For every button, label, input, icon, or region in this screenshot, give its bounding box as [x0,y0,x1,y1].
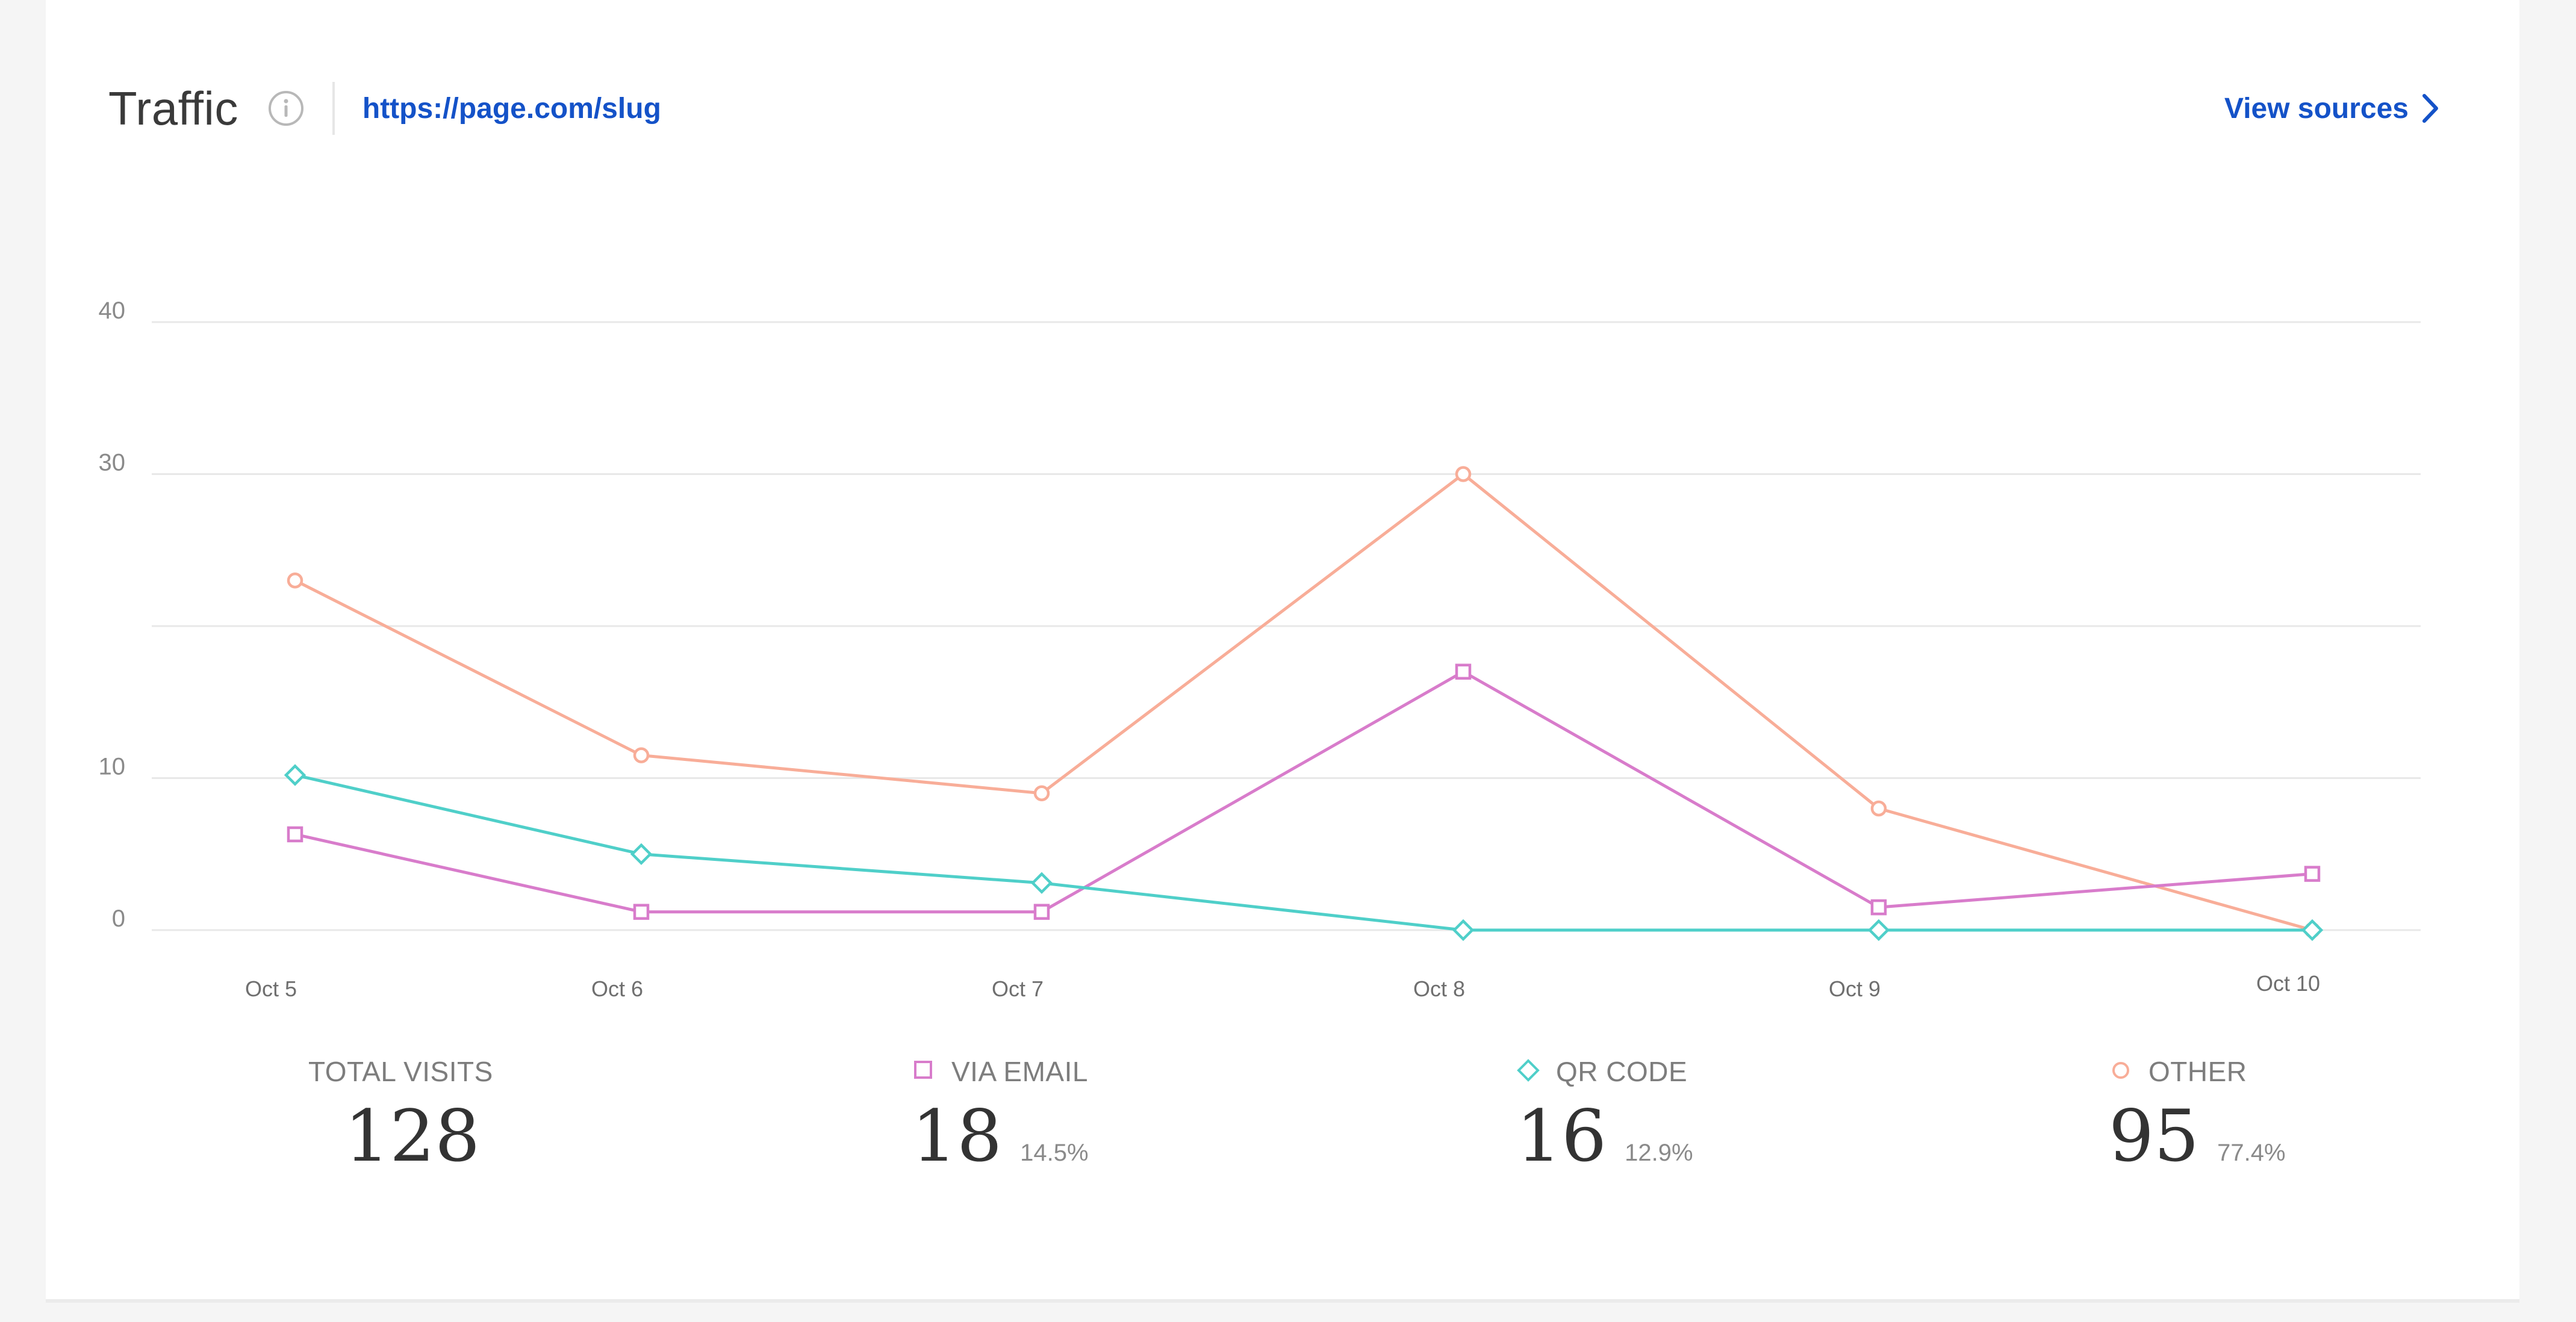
stats-row: TOTAL VISITS 128 VIA EMAIL 18 14.5% QR C… [0,1047,2576,1204]
stat-qr-value: 16 [1516,1094,1607,1178]
series-line [294,774,2312,932]
stat-total-label: TOTAL VISITS [308,1056,493,1087]
stat-total-visits: TOTAL VISITS 128 [308,1047,493,1171]
data-point-diamond [284,764,306,786]
data-point-square [1455,663,1472,680]
data-point-square [633,904,650,920]
stat-via-email: VIA EMAIL 18 14.5% [912,1047,1089,1171]
x-tick-label: Oct 9 [1829,976,1881,1001]
traffic-header: Traffic https://page.com/slug [108,66,661,151]
chevron-right-icon [2422,94,2438,123]
data-point-circle [633,747,650,763]
data-point-circle [1033,785,1050,801]
traffic-line-chart: 0 10 30 40 Oct 5 Oct 6 Oct 7 Oct 8 Oct 9 Oct 10 [99,297,2421,1001]
view-sources-button[interactable]: View sources [2224,81,2440,135]
circle-legend-icon [2112,1062,2129,1079]
data-point-diamond [1030,872,1053,894]
data-point-circle [1870,800,1887,817]
stat-email-value: 18 [912,1094,1003,1178]
data-point-square [1870,899,1887,916]
data-point-diamond [1867,919,1890,942]
data-point-square [287,826,303,843]
data-point-circle [1455,466,1472,482]
y-tick-label: 0 [112,905,125,932]
x-tick-label: Oct 5 [245,976,297,1001]
card-bottom-divider [46,1299,2519,1303]
view-sources-label: View sources [2224,92,2409,125]
y-tick-label: 40 [99,297,126,324]
traffic-card [46,0,2519,1299]
stat-other: OTHER 95 77.4% [2109,1047,2286,1171]
x-tick-label: Oct 6 [591,976,643,1001]
stat-other-value: 95 [2109,1094,2200,1178]
data-point-diamond [1452,919,1475,942]
series-line [294,670,2313,914]
data-point-square [2304,866,2321,882]
stat-other-label: OTHER [2148,1056,2247,1087]
x-tick-label: Oct 8 [1413,976,1465,1001]
header-divider [332,82,335,135]
y-tick-label: 30 [99,450,126,476]
stat-qr-code: QR CODE 16 12.9% [1516,1047,1693,1171]
stat-email-label: VIA EMAIL [951,1056,1088,1087]
y-tick-label: 10 [99,754,126,780]
info-icon[interactable] [267,90,305,127]
data-point-diamond [2301,919,2324,942]
stat-other-percent: 77.4% [2217,1140,2286,1166]
page-url-link[interactable]: https://page.com/slug [362,92,661,125]
data-point-circle [287,573,303,589]
stat-qr-percent: 12.9% [1625,1140,1693,1166]
series-line [294,473,2313,932]
stat-email-percent: 14.5% [1020,1140,1089,1166]
stat-qr-label: QR CODE [1556,1056,1688,1087]
data-point-square [1033,904,1050,920]
square-legend-icon [914,1061,932,1079]
diamond-legend-icon [1517,1059,1540,1082]
page-title: Traffic [108,81,238,135]
x-tick-label: Oct 10 [2256,971,2320,996]
stat-total-value: 128 [344,1094,481,1178]
data-point-diamond [630,843,653,865]
x-tick-label: Oct 7 [992,976,1044,1001]
